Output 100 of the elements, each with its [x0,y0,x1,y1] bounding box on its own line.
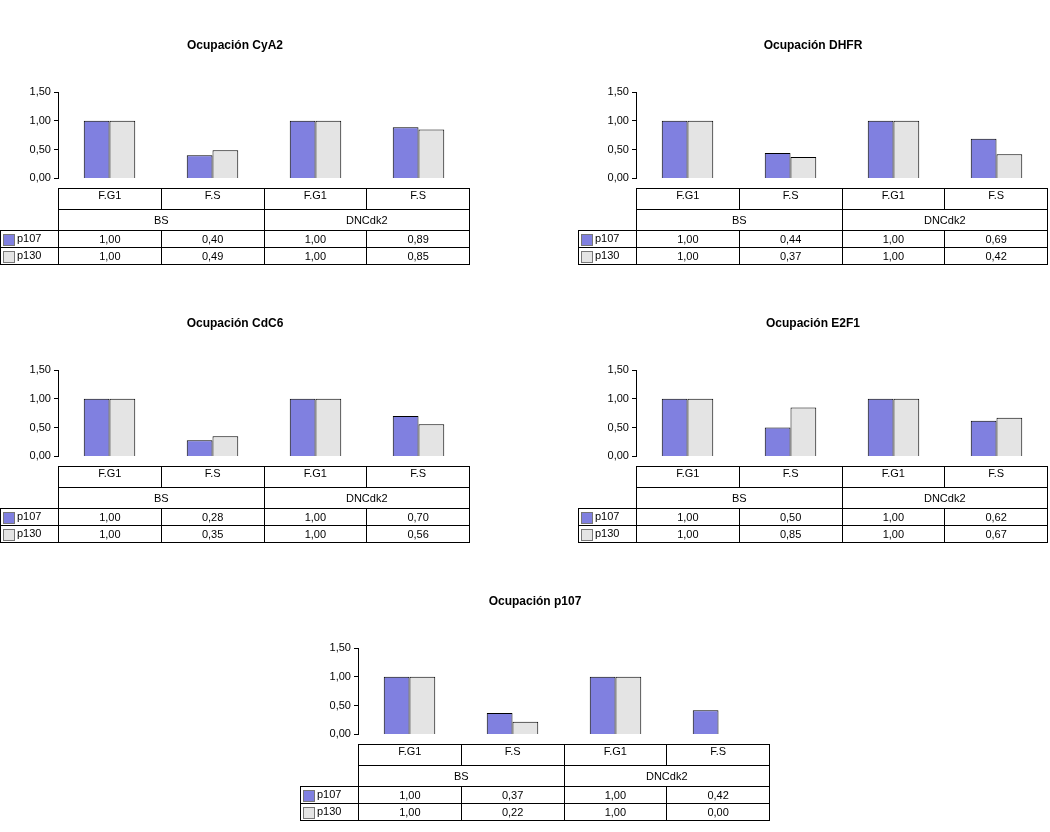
legend-label: p107 [578,230,637,248]
data-label: 0,00 [666,803,770,821]
data-label: 1,00 [842,230,945,248]
data-label: 0,50 [739,508,842,526]
chart-title: Ocupación CdC6 [185,316,285,332]
data-label: 0,44 [739,230,842,248]
y-tick-label: 0,00 [607,449,629,462]
data-label: 0,37 [461,786,564,804]
data-label: 0,67 [944,525,1048,543]
data-label: 0,22 [461,803,564,821]
y-tick-label: 1,50 [29,85,51,98]
y-tick-label: 0,50 [329,698,351,711]
legend-label: p107 [300,786,359,804]
text: BS [358,765,564,787]
text: DNCdk2 [264,487,470,509]
data-label: 0,62 [944,508,1048,526]
data-label: 0,28 [161,508,264,526]
legend-label: p107 [0,230,59,248]
data-label: 1,00 [264,247,367,265]
data-label: 0,35 [161,525,264,543]
data-label: 0,42 [666,786,770,804]
data-label: 1,00 [264,508,367,526]
data-label: 1,00 [636,508,740,526]
text: DNCdk2 [564,765,770,787]
data-label: 0,69 [944,230,1048,248]
y-tick-label: 1,50 [29,363,51,376]
x-tick-label: F.G1 [636,466,740,488]
data-label: 0,85 [366,247,470,265]
legend-label: p130 [300,803,359,821]
data-label: 1,00 [358,803,462,821]
text: BS [636,209,842,231]
data-label: 1,00 [842,508,945,526]
chart-title: Ocupación DHFR [762,38,864,54]
text: DNCdk2 [842,487,1048,509]
y-tick-label: 0,50 [29,142,51,155]
x-tick-label: F.S [366,466,470,488]
data-label: 0,42 [944,247,1048,265]
x-tick-label: F.S [461,744,564,766]
text: BS [58,487,264,509]
data-label: 0,37 [739,247,842,265]
chart-title: Ocupación p107 [487,594,583,610]
data-label: 1,00 [264,525,367,543]
x-tick-label: F.G1 [842,188,945,210]
y-tick-label: 0,50 [607,420,629,433]
data-label: 1,00 [58,525,162,543]
legend-label: p130 [578,525,637,543]
data-label: 1,00 [636,247,740,265]
y-tick-label: 0,50 [607,142,629,155]
y-tick-label: 0,00 [329,727,351,740]
data-label: 0,85 [739,525,842,543]
x-tick-label: F.S [666,744,770,766]
x-tick-label: F.G1 [264,188,367,210]
x-tick-label: F.G1 [358,744,462,766]
y-tick-label: 0,00 [29,449,51,462]
y-tick-label: 1,00 [329,669,351,682]
y-tick-label: 0,00 [607,171,629,184]
legend-label: p130 [578,247,637,265]
y-tick-label: 1,00 [29,113,51,126]
text: DNCdk2 [264,209,470,231]
legend-label: p130 [0,247,59,265]
x-tick-label: F.S [739,466,842,488]
legend-label: p107 [578,508,637,526]
y-tick-label: 1,00 [29,391,51,404]
y-tick-label: 0,50 [29,420,51,433]
y-tick-label: 1,50 [329,641,351,654]
x-tick-label: F.G1 [564,744,667,766]
data-label: 0,89 [366,230,470,248]
x-tick-label: F.S [161,466,264,488]
legend-label: p107 [0,508,59,526]
data-label: 1,00 [58,247,162,265]
data-label: 1,00 [636,525,740,543]
y-tick-label: 1,00 [607,113,629,126]
data-label: 1,00 [842,525,945,543]
y-tick-label: 0,00 [29,171,51,184]
y-tick-label: 1,50 [607,363,629,376]
text: BS [636,487,842,509]
data-label: 0,40 [161,230,264,248]
x-tick-label: F.S [944,466,1048,488]
data-label: 1,00 [636,230,740,248]
x-tick-label: F.S [366,188,470,210]
data-label: 0,70 [366,508,470,526]
data-label: 1,00 [358,786,462,804]
data-label: 1,00 [842,247,945,265]
x-tick-label: F.S [944,188,1048,210]
y-tick-label: 1,00 [607,391,629,404]
x-tick-label: F.S [739,188,842,210]
data-label: 1,00 [58,508,162,526]
legend-label: p130 [0,525,59,543]
text: BS [58,209,264,231]
x-tick-label: F.S [161,188,264,210]
x-tick-label: F.G1 [842,466,945,488]
x-tick-label: F.G1 [58,466,162,488]
data-label: 0,49 [161,247,264,265]
x-tick-label: F.G1 [636,188,740,210]
text: DNCdk2 [842,209,1048,231]
y-tick-label: 1,50 [607,85,629,98]
data-label: 1,00 [58,230,162,248]
data-label: 0,56 [366,525,470,543]
data-label: 1,00 [264,230,367,248]
x-tick-label: F.G1 [58,188,162,210]
